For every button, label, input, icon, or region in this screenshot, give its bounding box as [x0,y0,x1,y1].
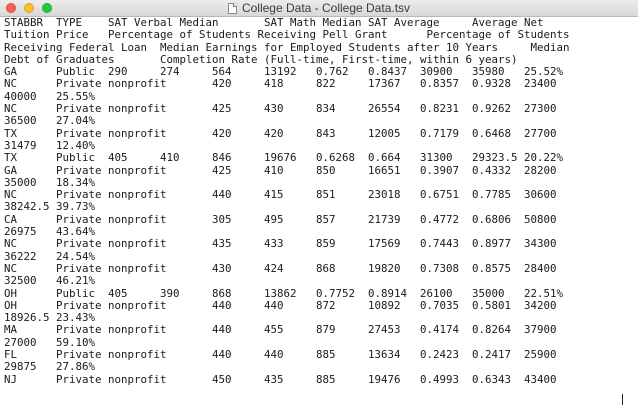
text-line: NC Private nonprofit 420 418 822 17367 0… [4,77,557,91]
close-window-button[interactable] [6,3,16,13]
text-cursor [622,394,623,405]
text-line: CA Private nonprofit 305 495 857 21739 0… [4,212,557,226]
text-line: GA Public 290 274 564 13192 0.762 0.8437… [4,65,564,79]
text-line: 26975 43.64% [4,225,96,239]
text-line: 36222 24.54% [4,249,96,263]
text-line: Debt of Graduates Completion Rate (Full-… [4,52,518,66]
text-line: MA Private nonprofit 440 455 879 27453 0… [4,323,557,337]
minimize-window-button[interactable] [24,3,34,13]
text-line: Receiving Federal Loan Median Earnings f… [4,40,570,54]
text-line: 38242.5 39.73% [4,200,96,214]
document-icon [227,2,237,14]
text-line: 31479 12.40% [4,138,96,152]
text-line: STABBR TYPE SAT Verbal Median SAT Math M… [4,16,544,29]
text-line: 40000 25.55% [4,89,96,103]
text-line: NC Private nonprofit 425 430 834 26554 0… [4,102,557,116]
text-line: OH Private nonprofit 440 440 872 10892 0… [4,298,557,312]
title-container: College Data - College Data.tsv [0,0,638,16]
text-line: FL Private nonprofit 440 440 885 13634 0… [4,348,557,362]
text-line: Tuition Price Percentage of Students Rec… [4,28,570,42]
text-line: OH Public 405 390 868 13862 0.7752 0.891… [4,286,564,300]
zoom-window-button[interactable] [42,3,52,13]
text-line: 36500 27.04% [4,114,96,128]
text-line: 29875 27.86% [4,360,96,374]
window-title: College Data - College Data.tsv [241,1,411,15]
text-line: NC Private nonprofit 435 433 859 17569 0… [4,237,557,251]
text-line: GA Private nonprofit 425 410 850 16651 0… [4,163,557,177]
title-bar[interactable]: College Data - College Data.tsv [0,0,638,17]
text-line: NJ Private nonprofit 450 435 885 19476 0… [4,372,557,386]
text-line: 35000 18.34% [4,175,96,189]
text-line: 27000 59.10% [4,335,96,349]
text-line: 32500 46.21% [4,274,96,288]
text-line: TX Private nonprofit 420 420 843 12005 0… [4,126,557,140]
document-text-area[interactable]: STABBR TYPE SAT Verbal Median SAT Math M… [4,16,638,408]
text-line: NC Private nonprofit 440 415 851 23018 0… [4,188,557,202]
text-line: NC Private nonprofit 430 424 868 19820 0… [4,261,557,275]
text-line: TX Public 405 410 846 19676 0.6268 0.664… [4,151,564,165]
text-line: 18926.5 23.43% [4,311,96,325]
